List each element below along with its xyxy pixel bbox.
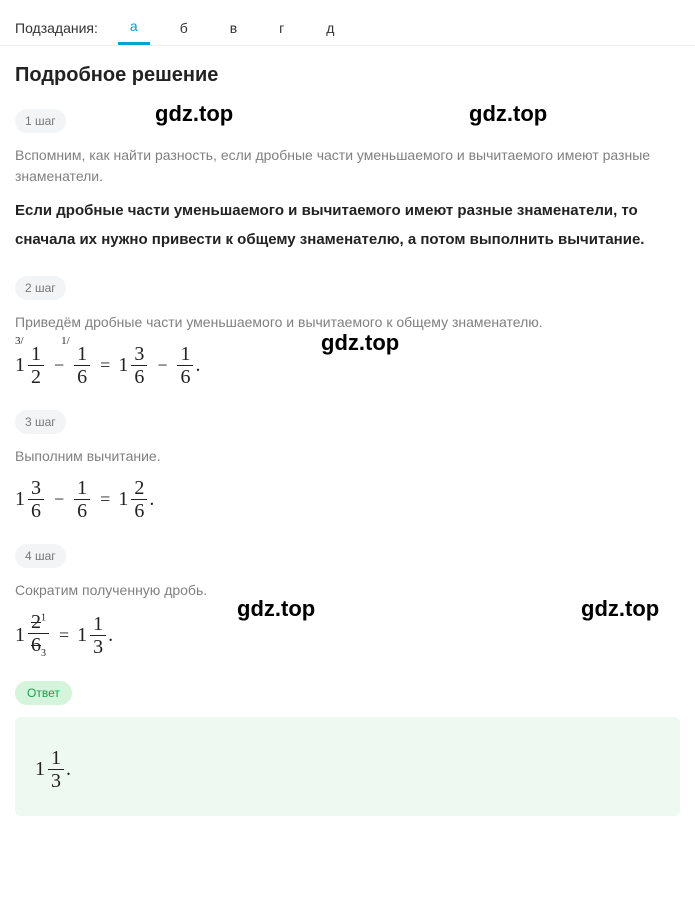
num: 1 [177, 343, 193, 366]
equals-icon: = [100, 489, 110, 510]
frac: 3 6 [131, 343, 147, 388]
step-1: 1 шаг gdz.top gdz.top Вспомним, как найт… [15, 109, 680, 254]
answer-section: Ответ 1 1 3 . [15, 681, 680, 816]
period: . [195, 354, 200, 377]
period: . [66, 758, 71, 781]
equation-2: 1 3 6 − 1 6 = 1 2 6 . [15, 477, 680, 522]
period: . [108, 624, 113, 647]
den: 6 [74, 366, 90, 388]
eq1-w1: 1 [15, 354, 25, 377]
answer-badge: Ответ [15, 681, 72, 705]
equation-1: 1 3/ 1 2 − 1/ 1 6 = 1 3 6 − 1 6 . [15, 343, 680, 388]
step-badge-4: 4 шаг [15, 544, 66, 568]
step-intro-2: Приведём дробные части уменьшаемого и вы… [15, 312, 680, 333]
w: 1 [15, 488, 25, 511]
num: 3 [131, 343, 147, 366]
frac: 1 6 [74, 477, 90, 522]
num: 3 [28, 477, 44, 500]
minus-icon: − [54, 355, 64, 376]
num: 2 [131, 477, 147, 500]
den: 6 [74, 500, 90, 522]
w: 1 [118, 488, 128, 511]
main-title: Подробное решение [15, 64, 680, 87]
subtasks-row: Подзадания: а б в г д [0, 0, 695, 46]
tab-a[interactable]: а [118, 10, 150, 45]
watermark: gdz.top [155, 101, 233, 127]
den: 6 [177, 366, 193, 388]
frac: 3 6 [28, 477, 44, 522]
num: 21 [28, 611, 49, 634]
den: 6 [131, 500, 147, 522]
num: 1 [74, 343, 90, 366]
step-intro-4: Сократим полученную дробь. [15, 580, 680, 601]
frac: 21 63 [28, 611, 49, 659]
sub: 3 [41, 648, 46, 659]
step-4: 4 шаг Сократим полученную дробь. 1 21 63… [15, 544, 680, 659]
watermark: gdz.top [469, 101, 547, 127]
tab-v[interactable]: в [218, 12, 249, 44]
answer-box: 1 1 3 . [15, 717, 680, 816]
minus-icon: − [54, 489, 64, 510]
strike-num: 2 [31, 611, 41, 633]
w: 1 [77, 624, 87, 647]
num: 1 [74, 477, 90, 500]
den: 2 [28, 366, 44, 388]
w: 1 [15, 624, 25, 647]
frac: 1 3 [48, 747, 64, 792]
frac: 1 6 [177, 343, 193, 388]
eq1-rw1: 1 [118, 354, 128, 377]
num: 1 [48, 747, 64, 770]
step-rule-1: Если дробные части уменьшаемого и вычита… [15, 197, 680, 254]
step-badge-2: 2 шаг [15, 276, 66, 300]
frac: 1/ 1 6 [74, 343, 90, 388]
den: 6 [28, 500, 44, 522]
step-badge-1: 1 шаг [15, 109, 66, 133]
w: 1 [35, 758, 45, 781]
den: 63 [28, 634, 49, 659]
step-3: 3 шаг Выполним вычитание. 1 3 6 − 1 6 = … [15, 410, 680, 522]
step-intro-3: Выполним вычитание. [15, 446, 680, 467]
tab-g[interactable]: г [267, 12, 296, 44]
minus-icon: − [157, 355, 167, 376]
tab-d[interactable]: д [314, 12, 346, 44]
step-badge-3: 3 шаг [15, 410, 66, 434]
den: 6 [131, 366, 147, 388]
step-2: 2 шаг Приведём дробные части уменьшаемог… [15, 276, 680, 388]
equation-3: 1 21 63 = 1 1 3 . [15, 611, 680, 659]
equals-icon: = [100, 355, 110, 376]
num: 1 [28, 343, 44, 366]
frac: 2 6 [131, 477, 147, 522]
num: 1 [90, 613, 106, 636]
den: 3 [48, 770, 64, 792]
tab-b[interactable]: б [168, 12, 200, 44]
answer-math: 1 1 3 . [35, 747, 660, 792]
equals-icon: = [59, 625, 69, 646]
content: Подробное решение 1 шаг gdz.top gdz.top … [0, 46, 695, 834]
sup: 1 [41, 612, 46, 623]
sup: 1/ [61, 335, 70, 347]
frac: 3/ 1 2 [28, 343, 44, 388]
sup: 3/ [15, 335, 24, 347]
step-intro-1: Вспомним, как найти разность, если дробн… [15, 145, 680, 187]
strike-den: 6 [31, 634, 41, 656]
period: . [149, 488, 154, 511]
frac: 1 3 [90, 613, 106, 658]
subtasks-label: Подзадания: [15, 20, 98, 36]
den: 3 [90, 636, 106, 658]
